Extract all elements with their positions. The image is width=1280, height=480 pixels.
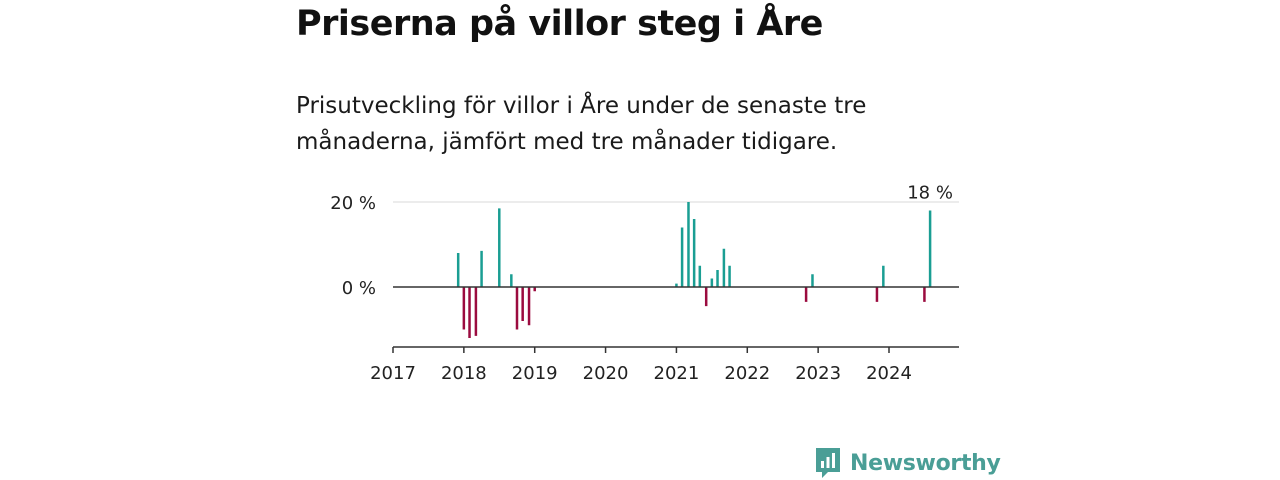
bar — [882, 265, 885, 287]
x-tick-label: 2019 — [512, 363, 558, 384]
newsworthy-logo-icon — [816, 448, 840, 478]
bar — [498, 208, 501, 287]
x-tick-label: 2021 — [654, 363, 700, 384]
y-tick-label: 0 % — [342, 278, 376, 299]
bars — [456, 202, 932, 338]
axes — [392, 286, 959, 353]
y-tick-label: 20 % — [330, 193, 376, 214]
x-tick-label: 2022 — [724, 363, 770, 384]
chart-title: Priserna på villor steg i Åre — [296, 4, 823, 44]
bar — [456, 253, 460, 287]
x-tick-label: 2017 — [370, 363, 416, 384]
bar — [533, 287, 536, 292]
bar — [527, 287, 531, 326]
bar — [680, 227, 684, 287]
bar — [728, 265, 731, 287]
bar — [710, 278, 714, 287]
x-tick-label: 2018 — [441, 363, 487, 384]
x-tick-label: 2024 — [866, 363, 912, 384]
chart-subtitle: Prisutveckling för villor i Åre under de… — [296, 93, 867, 155]
labels: 0 % 20 % 2017 2018 2019 2020 2021 2022 2023 2024 1… — [330, 183, 953, 385]
bar — [704, 287, 708, 307]
bar — [698, 265, 702, 287]
bar — [928, 210, 932, 287]
bar — [515, 287, 519, 330]
bar — [722, 248, 726, 287]
bar — [811, 274, 814, 287]
bar — [923, 287, 926, 302]
last-value-label: 18 % — [907, 183, 953, 204]
bar — [468, 287, 471, 338]
bar — [521, 287, 524, 321]
bar — [687, 202, 690, 287]
bar — [462, 287, 466, 330]
bar — [692, 219, 696, 287]
x-tick-label: 2020 — [583, 363, 629, 384]
bar — [804, 287, 808, 302]
bar — [675, 283, 678, 287]
bar — [875, 287, 879, 302]
bar — [510, 274, 513, 287]
x-tick-label: 2023 — [795, 363, 841, 384]
bar — [480, 250, 483, 287]
bar — [716, 270, 719, 287]
bar — [474, 287, 478, 336]
newsworthy-logo: Newsworthy — [814, 446, 1001, 480]
newsworthy-logo-text: Newsworthy — [850, 450, 1001, 476]
